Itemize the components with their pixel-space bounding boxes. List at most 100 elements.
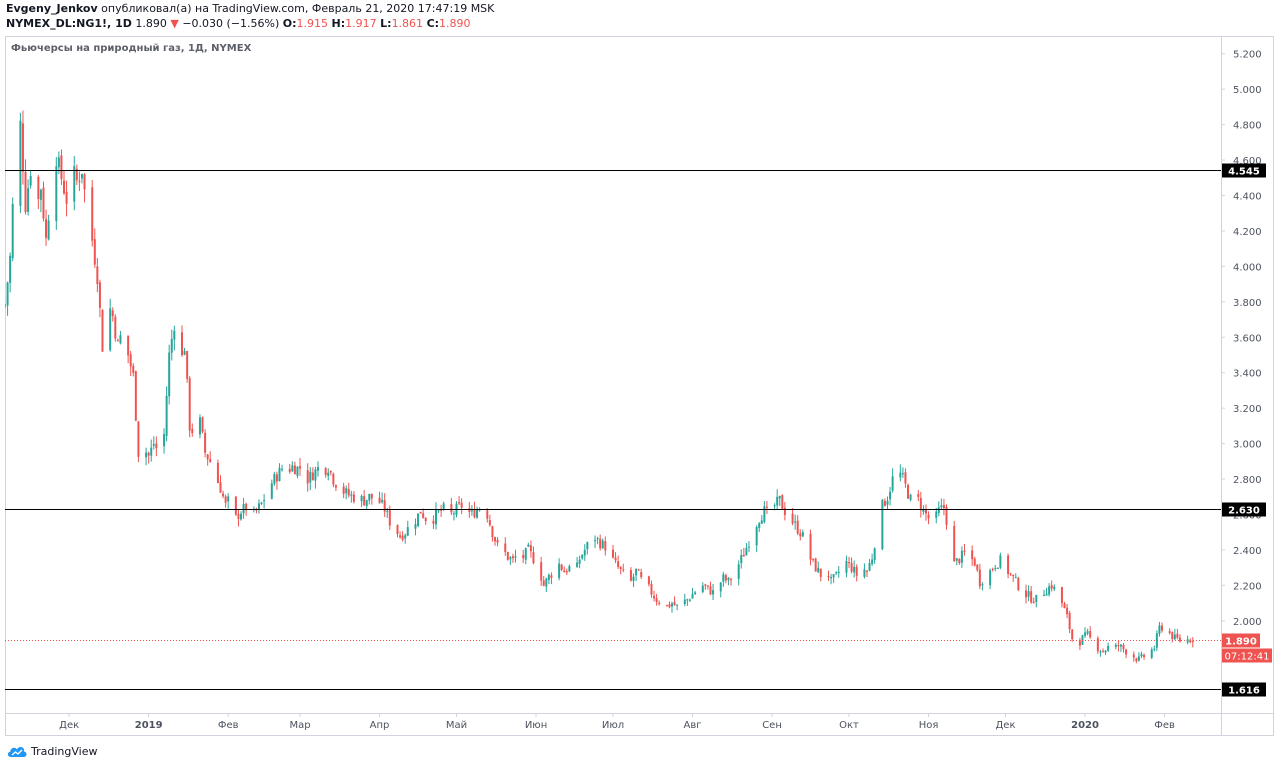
candle-body [309, 471, 312, 483]
candle-body [886, 500, 889, 505]
candle-body [1155, 633, 1158, 648]
x-tick-label: Авг [684, 720, 702, 731]
candle-body [183, 351, 186, 355]
candle-body [673, 602, 676, 606]
candle-body [971, 550, 974, 560]
candle-body [578, 559, 581, 564]
candle-body [612, 549, 614, 558]
candle-body [1060, 587, 1063, 604]
low-value: 1.861 [391, 17, 424, 30]
candle-body [981, 584, 984, 586]
candle-body [291, 465, 294, 472]
candle-body [881, 499, 884, 550]
candle-body [116, 340, 119, 342]
candle-body [565, 571, 568, 573]
candle-body [945, 506, 948, 525]
candle-body [901, 473, 904, 475]
candle-body [275, 474, 278, 482]
candle-body [976, 564, 979, 571]
candle-body [1107, 646, 1110, 651]
candle-body [873, 548, 876, 561]
countdown-label: 07:12:41 [1225, 652, 1270, 663]
candle-body [191, 428, 194, 434]
candle-body [11, 203, 14, 259]
candle-body [186, 351, 189, 379]
candle-body [542, 580, 545, 586]
candle-body [781, 495, 784, 509]
candle-body [991, 569, 994, 571]
candle-body [432, 520, 435, 524]
candle-body [1035, 594, 1038, 602]
candle-body [812, 558, 815, 560]
candle-body [691, 594, 694, 599]
ohlc-line: NYMEX_DL:NG1!, 1D 1.890 ▼ −0.030 (−1.56%… [6, 17, 471, 31]
candle-body [434, 509, 437, 525]
candle-body [306, 470, 309, 484]
y-tick-label: 4.000 [1233, 262, 1262, 273]
candle-body [1017, 577, 1020, 590]
candle-body [245, 503, 248, 511]
x-tick-label: Фев [1154, 720, 1175, 731]
x-tick-label: Фев [218, 720, 239, 731]
candle-body [119, 335, 122, 344]
candle-body [488, 520, 491, 526]
candle-body [168, 352, 171, 397]
candle-body [368, 493, 371, 501]
candle-body [832, 574, 835, 578]
x-tick-label: 2019 [135, 720, 163, 731]
author-name[interactable]: Evgeny_Jenkov [6, 2, 98, 15]
candle-body [1153, 648, 1156, 650]
candle-body [617, 561, 620, 567]
candle-body [994, 567, 997, 569]
candle-body [547, 574, 550, 580]
candle-body [760, 520, 763, 524]
candle-body [524, 548, 527, 560]
candle-body [709, 586, 712, 595]
candle-body [263, 500, 266, 502]
candle-body [201, 417, 204, 432]
candle-body [706, 585, 709, 587]
candle-body [1135, 658, 1138, 662]
candle-body [332, 473, 335, 485]
candle-body [668, 604, 671, 608]
candle-body [676, 604, 679, 606]
candle-body [778, 495, 781, 499]
candle-body [78, 180, 81, 182]
last-price-box [1222, 633, 1260, 648]
candle-body [599, 538, 602, 549]
candle-body [442, 503, 445, 510]
candle-body [491, 526, 494, 538]
candle-body [37, 176, 40, 199]
y-tick-label: 5.200 [1233, 50, 1262, 61]
candle-body [1053, 586, 1056, 590]
candle-body [776, 496, 779, 506]
candle-body [401, 535, 404, 540]
candle-body [145, 452, 148, 458]
candle-body [476, 509, 479, 518]
candle-body [963, 550, 966, 552]
candle-body [1168, 631, 1171, 633]
candle-body [596, 538, 599, 540]
candle-body [75, 168, 78, 181]
tradingview-brand[interactable]: TradingView [6, 742, 97, 760]
chart-title: Фьючерсы на природный газ, 1Д, NYMEX [11, 43, 252, 54]
level-label: 4.545 [1228, 167, 1260, 178]
candle-body [955, 558, 958, 561]
candle-body [173, 330, 176, 340]
close-value: 1.890 [439, 17, 471, 30]
candle-body [619, 566, 622, 570]
candle-body [460, 502, 463, 508]
candle-body [224, 496, 227, 503]
candle-body [629, 570, 632, 581]
candle-body [958, 559, 961, 564]
candle-body [558, 563, 561, 578]
candle-body [907, 484, 910, 499]
chart-frame[interactable]: 5.200 5.000 4.800 4.600 4.400 4.200 4.000 3.800… [5, 36, 1274, 736]
candle-body [845, 560, 848, 573]
candle-body [170, 339, 173, 353]
price-chart[interactable]: 5.200 5.000 4.800 4.600 4.400 4.200 4.000 3.800… [5, 36, 1274, 736]
x-tick-label: Дек [59, 720, 79, 731]
publish-line: Evgeny_Jenkov опубликовал(а) на TradingV… [6, 2, 494, 16]
symbol-label: NYMEX_DL:NG1!, 1D [6, 17, 132, 30]
candle-body [773, 505, 776, 507]
